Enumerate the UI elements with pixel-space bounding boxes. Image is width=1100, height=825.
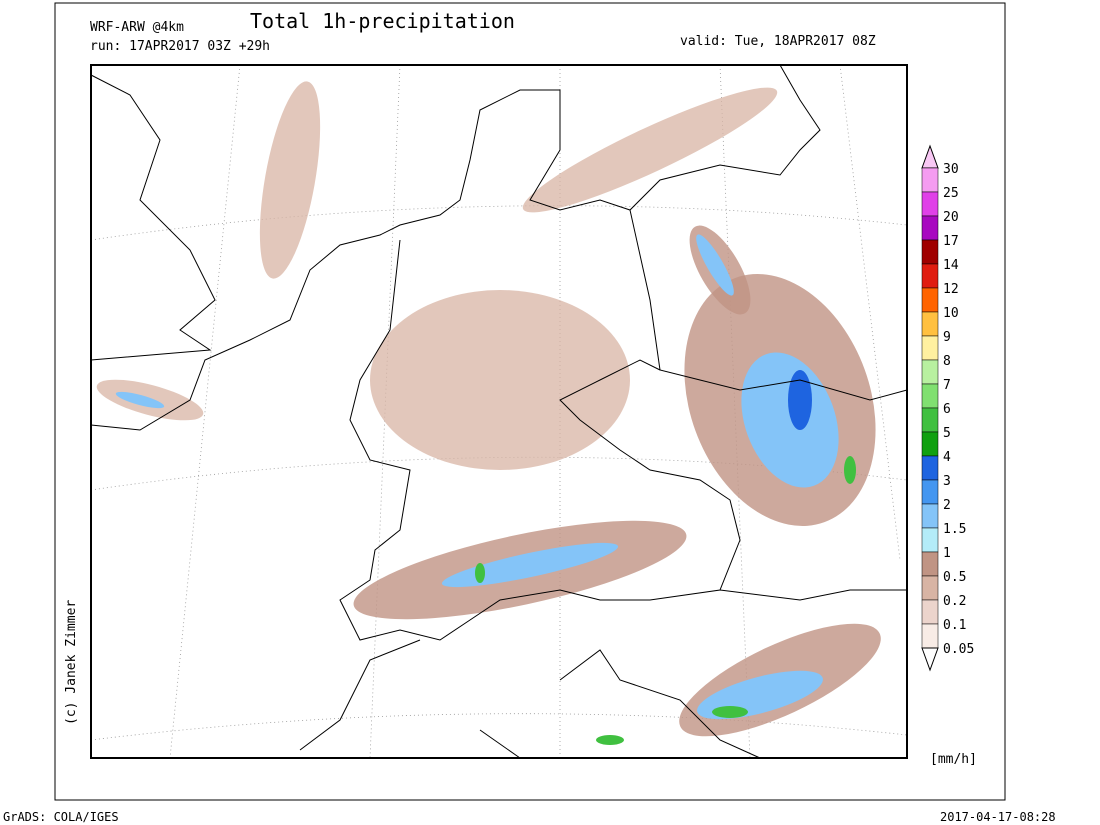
colorbar-label: 10	[943, 306, 959, 321]
colorbar-box	[921, 383, 939, 409]
colorbar: 30 25 20 17 14 12 10 9 8 7 6 5 4 3 2 1.5 1 0.5 0.2 0.1 0.05	[921, 144, 974, 672]
colorbar-box	[921, 623, 939, 649]
colorbar-label: 17	[943, 234, 959, 249]
colorbar-label: 8	[943, 354, 951, 369]
colorbar-label: 9	[943, 330, 951, 345]
colorbar-box	[921, 191, 939, 217]
colorbar-label: 20	[943, 210, 959, 225]
colorbar-label: 6	[943, 402, 951, 417]
title: Total 1h-precipitation	[250, 9, 515, 33]
colorbar-box	[921, 311, 939, 337]
colorbar-box	[921, 407, 939, 433]
colorbar-box	[921, 167, 939, 193]
map	[90, 64, 908, 759]
colorbar-box	[921, 335, 939, 361]
colorbar-label: 1.5	[943, 522, 966, 537]
colorbar-box	[921, 431, 939, 457]
colorbar-label: 5	[943, 426, 951, 441]
colorbar-box	[921, 287, 939, 313]
colorbar-label: 4	[943, 450, 951, 465]
colorbar-label: 2	[943, 498, 951, 513]
colorbar-label: 0.5	[943, 570, 966, 585]
model: WRF-ARW @4km	[90, 20, 184, 35]
colorbar-label: 3	[943, 474, 951, 489]
footer-right: 2017-04-17-08:28	[940, 810, 1056, 824]
colorbar-cap	[921, 647, 939, 672]
colorbar-box	[921, 239, 939, 265]
valid: valid: Tue, 18APR2017 08Z	[680, 34, 876, 49]
precip	[96, 81, 881, 745]
colorbar-box	[921, 527, 939, 553]
colorbar-label: 1	[943, 546, 951, 561]
copyright: (c) Janek Zimmer	[64, 600, 79, 725]
colorbar-label: 12	[943, 282, 959, 297]
colorbar-label: 30	[943, 162, 959, 177]
colorbar-box	[921, 575, 939, 601]
colorbar-label: 0.1	[943, 618, 966, 633]
run: run: 17APR2017 03Z +29h	[90, 39, 270, 54]
colorbar-box	[921, 215, 939, 241]
colorbar-box	[921, 551, 939, 577]
footer-left: GrADS: COLA/IGES	[3, 810, 119, 824]
colorbar-label: 25	[943, 186, 959, 201]
colorbar-box	[921, 599, 939, 625]
colorbar-box	[921, 503, 939, 529]
unit: [mm/h]	[930, 752, 977, 767]
colorbar-label: 0.2	[943, 594, 966, 609]
colorbar-box	[921, 263, 939, 289]
colorbar-box	[921, 455, 939, 481]
colorbar-label: 0.05	[943, 642, 974, 657]
colorbar-label: 7	[943, 378, 951, 393]
colorbar-box	[921, 479, 939, 505]
colorbar-box	[921, 359, 939, 385]
colorbar-label: 14	[943, 258, 959, 273]
